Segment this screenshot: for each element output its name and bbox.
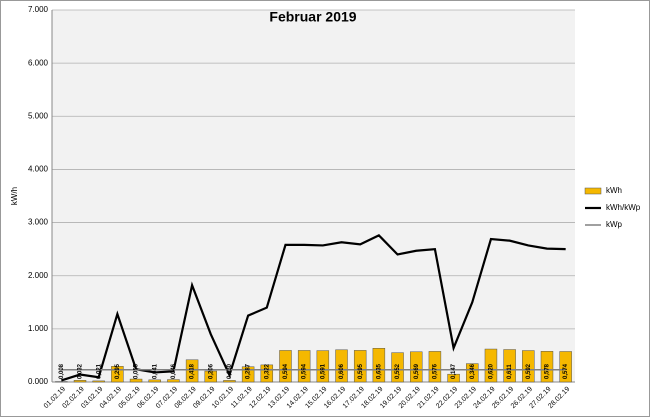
bar bbox=[316, 350, 330, 383]
data-label: 0,147 bbox=[451, 363, 457, 379]
bar bbox=[540, 351, 554, 383]
legend-swatch bbox=[584, 187, 602, 195]
data-label: 0,041 bbox=[152, 363, 158, 379]
legend-label: kWh/kWp bbox=[606, 203, 641, 212]
data-label: 0,635 bbox=[376, 363, 382, 379]
y-tick-label: 2.000 bbox=[28, 271, 49, 280]
y-tick-label: 5.000 bbox=[28, 111, 49, 120]
bar bbox=[279, 350, 292, 383]
chart-title: Februar 2019 bbox=[269, 9, 356, 25]
data-label: 0,594 bbox=[302, 363, 308, 379]
data-label: 0,569 bbox=[414, 363, 420, 379]
line bbox=[61, 233, 566, 382]
legend-label: kWh bbox=[606, 186, 622, 195]
data-label: 0,032 bbox=[78, 363, 84, 379]
y-tick-label: 7.000 bbox=[28, 5, 49, 14]
y-tick-label: 6.000 bbox=[28, 58, 49, 67]
data-label: 0,346 bbox=[470, 363, 476, 379]
bar bbox=[111, 366, 124, 383]
bar bbox=[185, 359, 199, 383]
bar bbox=[92, 380, 105, 383]
bar bbox=[335, 349, 348, 383]
data-label: 0,595 bbox=[358, 363, 364, 379]
y-axis-label: kW/h bbox=[10, 187, 19, 205]
data-label: 0,578 bbox=[545, 363, 551, 379]
data-label: 0,055 bbox=[134, 363, 140, 379]
bar bbox=[522, 350, 535, 383]
data-label: 0,620 bbox=[489, 363, 495, 379]
data-label: 0,552 bbox=[395, 363, 401, 379]
y-tick-label: 3.000 bbox=[28, 218, 49, 227]
data-label: 0,592 bbox=[526, 363, 532, 379]
bar bbox=[297, 350, 311, 383]
bar bbox=[260, 364, 274, 383]
bar bbox=[447, 373, 460, 383]
bar bbox=[503, 349, 516, 383]
bar bbox=[466, 363, 479, 383]
bar bbox=[372, 348, 386, 383]
data-label: 0,576 bbox=[432, 363, 438, 379]
bar bbox=[484, 348, 498, 383]
data-label: 0,322 bbox=[264, 363, 270, 379]
bar bbox=[241, 366, 255, 383]
data-label: 0,021 bbox=[96, 363, 102, 379]
data-label: 0,008 bbox=[59, 363, 65, 379]
data-label: 0,418 bbox=[190, 363, 196, 379]
bar bbox=[391, 352, 404, 383]
data-label: 0,606 bbox=[339, 363, 345, 379]
y-tick-label: 4.000 bbox=[28, 165, 49, 174]
data-label: 0,574 bbox=[563, 363, 569, 379]
bar bbox=[353, 350, 367, 383]
data-label: 0,594 bbox=[283, 363, 289, 379]
bar bbox=[204, 370, 217, 383]
data-label: 0,030 bbox=[227, 363, 233, 379]
bar bbox=[559, 351, 572, 383]
bar bbox=[428, 351, 442, 383]
plot-area bbox=[52, 10, 575, 382]
y-tick-label: 1.000 bbox=[28, 324, 49, 333]
data-label: 0,591 bbox=[320, 363, 326, 379]
bar bbox=[148, 379, 161, 383]
data-label: 0,287 bbox=[246, 363, 252, 379]
bar bbox=[129, 378, 143, 383]
legend-label: kWp bbox=[606, 220, 623, 229]
bar bbox=[410, 351, 423, 383]
bar bbox=[167, 379, 180, 383]
y-tick-label: 0.000 bbox=[28, 377, 49, 386]
data-label: 0,206 bbox=[208, 363, 214, 379]
data-label: 0,611 bbox=[507, 364, 513, 379]
data-label: 0,295 bbox=[115, 363, 121, 379]
bar bbox=[223, 380, 236, 383]
bar bbox=[73, 380, 87, 383]
data-label: 0,046 bbox=[171, 363, 177, 379]
